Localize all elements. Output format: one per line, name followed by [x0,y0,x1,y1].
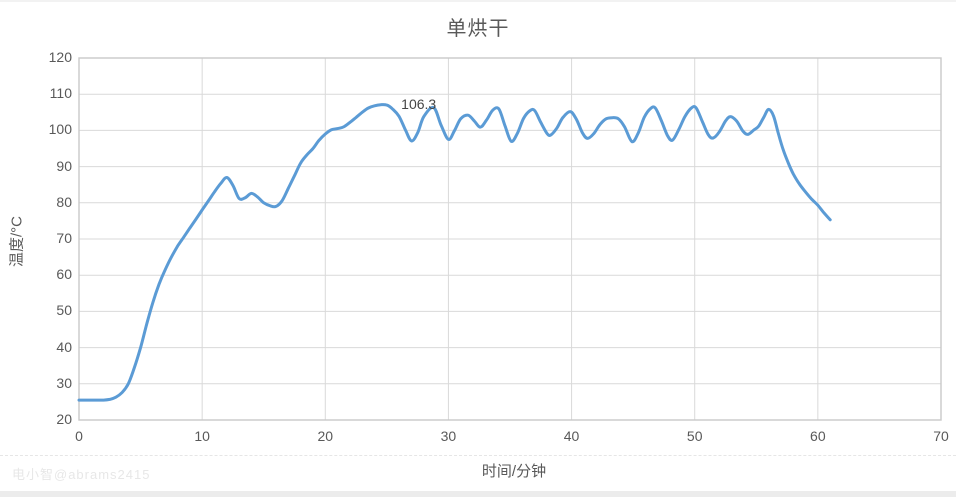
x-tick-label: 70 [933,428,949,444]
x-tick-label: 20 [317,428,334,444]
x-tick-label: 10 [194,428,210,444]
y-tick-label: 20 [56,411,72,427]
y-tick-label: 50 [56,302,72,319]
plot-area-border [78,57,942,421]
y-tick-label: 70 [56,230,72,246]
chart-title: 单烘干 [446,18,510,40]
y-tick-label: 110 [49,85,72,102]
data-label-peak: 106.3 [401,95,437,112]
y-tick-label: 90 [56,157,72,174]
y-tick-label: 120 [48,49,72,65]
y-tick-label: 40 [56,338,72,355]
x-tick-label: 50 [686,428,703,444]
y-axis-title: 温度/°C [8,216,26,267]
watermark-text: 电小智@abrams2415 [12,467,151,482]
y-tick-label: 30 [56,374,72,391]
y-tick-label: 80 [56,193,72,210]
y-tick-label: 100 [48,121,72,138]
x-axis-title: 时间/分钟 [481,463,547,480]
x-tick-label: 60 [810,428,826,444]
x-tick-label: 40 [563,428,580,444]
y-tick-label: 60 [56,266,72,283]
faint-divider-line [0,455,956,456]
bottom-strip [0,491,956,497]
top-strip [0,0,956,2]
temperature-line [77,103,832,402]
x-tick-label: 30 [440,428,457,444]
x-tick-label: 0 [75,428,83,444]
